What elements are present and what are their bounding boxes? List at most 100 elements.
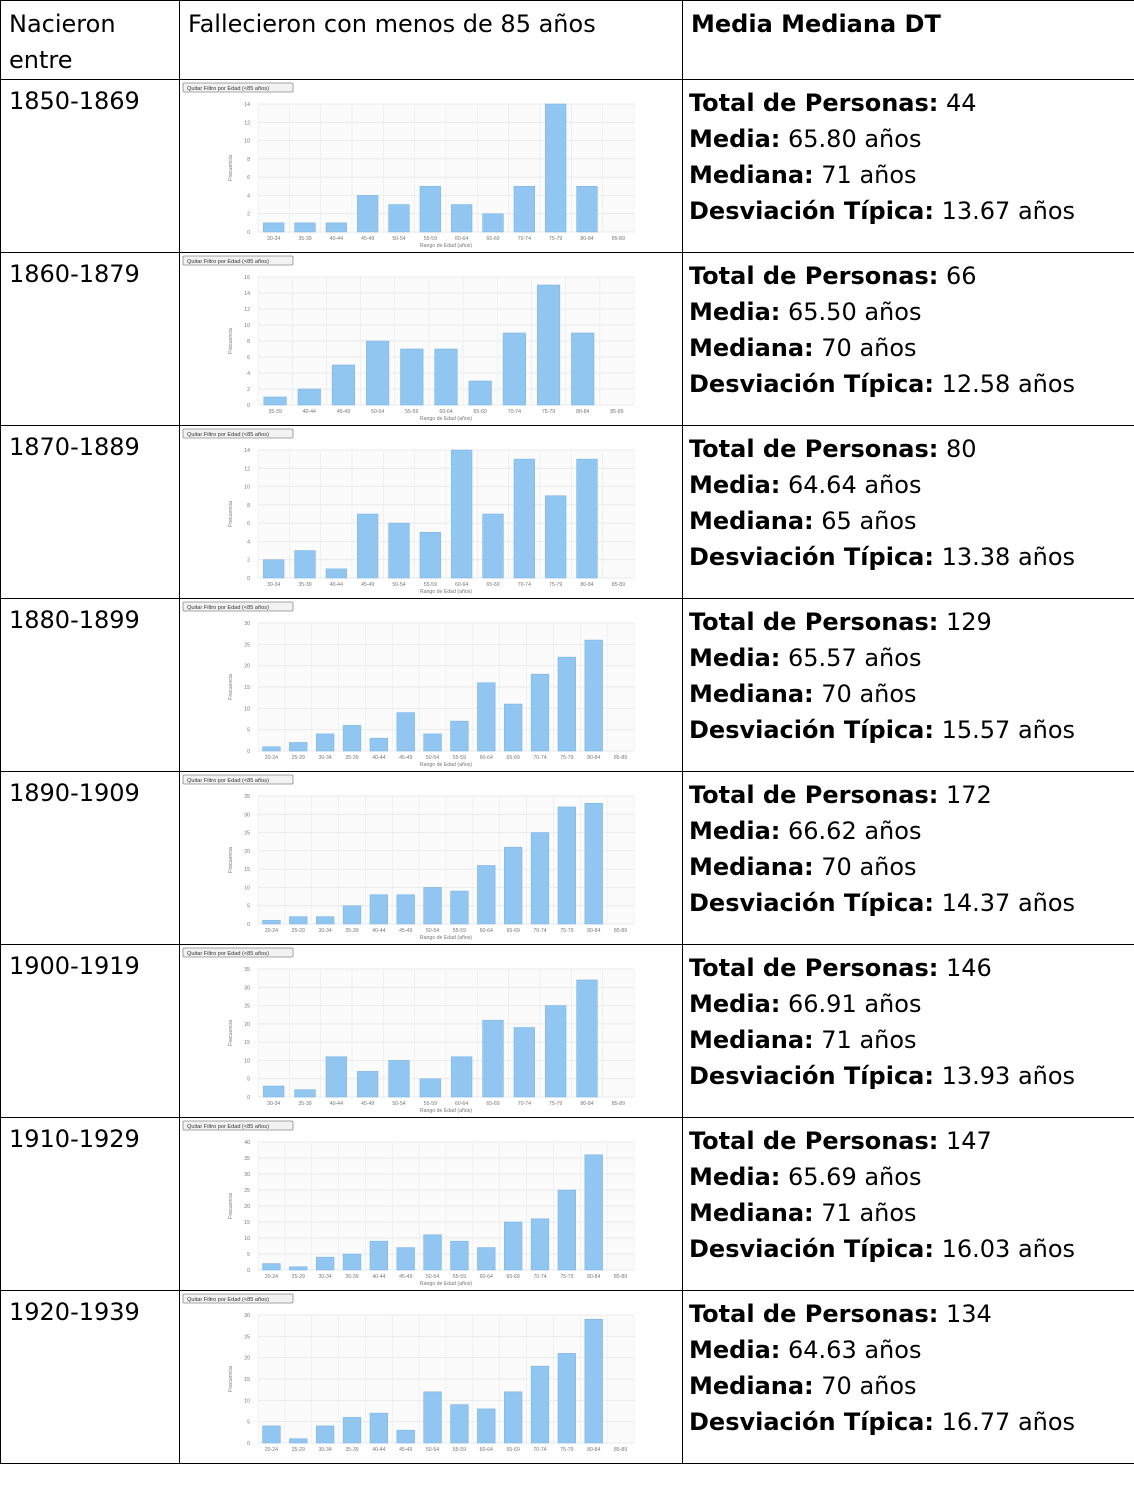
histogram-bar	[262, 1263, 281, 1271]
x-tick-label: 70-74	[518, 236, 531, 242]
y-tick-label: 30	[244, 812, 250, 818]
stats-cell: Total de Personas: 146 Media: 66.91 años M…	[682, 944, 1134, 1118]
remove-age-filter-button[interactable]: Quitar Filtro por Edad (<85 años)	[182, 82, 294, 93]
remove-age-filter-button[interactable]: Quitar Filtro por Edad (<85 años)	[182, 1293, 294, 1304]
y-tick-label: 20	[244, 664, 250, 670]
y-tick-label: 0	[247, 576, 250, 582]
histogram-bar	[513, 458, 535, 579]
y-tick-label: 25	[244, 642, 250, 648]
stat-dt-label: Desviación Típica:	[689, 370, 934, 398]
histogram-bar	[545, 1005, 567, 1098]
histogram-bar	[557, 656, 577, 752]
stat-dt-label: Desviación Típica:	[689, 1062, 934, 1090]
filter-button-label: Quitar Filtro por Edad (<85 años)	[187, 778, 269, 784]
remove-age-filter-button[interactable]: Quitar Filtro por Edad (<85 años)	[182, 774, 294, 785]
stat-total: Total de Personas: 80	[689, 431, 1134, 467]
remove-age-filter-button[interactable]: Quitar Filtro por Edad (<85 años)	[182, 255, 294, 266]
histogram-bar	[584, 639, 603, 752]
stats-cell: Total de Personas: 66 Media: 65.50 años Me…	[682, 252, 1134, 426]
histogram-bar	[450, 1240, 469, 1271]
histogram-container: Quitar Filtro por Edad (<85 años) 0 5 10 15 2…	[180, 1291, 682, 1461]
period-cell: 1860-1879	[0, 252, 180, 426]
header-cell-stats: Media Mediana DT	[682, 0, 1134, 80]
birth-period: 1890-1909	[9, 779, 140, 807]
x-tick-label: 60-64	[455, 582, 468, 588]
x-tick-label: 35-39	[345, 1447, 358, 1453]
x-tick-label: 80-84	[580, 1101, 593, 1107]
table-row: 1850-1869 Quitar Filtro por Edad (<85 año…	[0, 79, 1134, 253]
y-axis-label: Frecuencia	[228, 1193, 234, 1219]
x-tick-label: 65-69	[507, 1274, 520, 1280]
birth-period: 1880-1899	[9, 606, 140, 634]
stat-dt-value: 16.77 años	[941, 1408, 1076, 1436]
y-tick-label: 5	[247, 904, 250, 910]
histogram-bar	[325, 1056, 347, 1098]
stat-media-label: Media:	[689, 125, 781, 153]
y-tick-label: 10	[244, 706, 250, 712]
y-tick-label: 0	[247, 230, 250, 236]
x-tick-label: 70-74	[533, 928, 546, 934]
histogram-bar	[388, 204, 410, 233]
stat-mediana-value: 70 años	[821, 334, 917, 362]
filter-button-frame	[182, 601, 294, 612]
remove-age-filter-button[interactable]: Quitar Filtro por Edad (<85 años)	[182, 947, 294, 958]
stat-mediana-label: Mediana:	[689, 680, 814, 708]
chart-cell: Quitar Filtro por Edad (<85 años) 0 5 10 15 2…	[179, 1290, 683, 1464]
stat-media-label: Media:	[689, 990, 781, 1018]
stat-media-label: Media:	[689, 817, 781, 845]
stats-cell: Total de Personas: 44 Media: 65.80 años Me…	[682, 79, 1134, 253]
x-tick-label: 55-59	[453, 1447, 466, 1453]
histogram-bar	[315, 1425, 335, 1444]
remove-age-filter-button[interactable]: Quitar Filtro por Edad (<85 años)	[182, 1120, 294, 1131]
x-tick-label: 80-84	[587, 1447, 600, 1453]
x-tick-label: 25-29	[292, 928, 305, 934]
x-tick-label: 50-54	[426, 928, 439, 934]
x-tick-label: 55-59	[405, 409, 418, 415]
histogram-bar	[571, 332, 595, 406]
stat-total-value: 147	[946, 1127, 992, 1155]
x-tick-label: 60-64	[480, 1274, 493, 1280]
y-tick-label: 25	[244, 1334, 250, 1340]
age-histogram: Quitar Filtro por Edad (<85 años) 0 5 10 15 2…	[182, 1120, 635, 1287]
stat-total-label: Total de Personas:	[689, 1127, 939, 1155]
histogram-bar	[366, 340, 390, 406]
remove-age-filter-button[interactable]: Quitar Filtro por Edad (<85 años)	[182, 601, 294, 612]
x-axis-label: Rango de Edad (años)	[420, 1108, 472, 1114]
stat-dt-label: Desviación Típica:	[689, 889, 934, 917]
stat-media-value: 65.57 años	[788, 644, 922, 672]
x-tick-label: 85-89	[612, 1101, 625, 1107]
x-tick-label: 50-54	[426, 755, 439, 761]
y-tick-label: 25	[244, 1188, 250, 1194]
filter-button-frame	[182, 1293, 294, 1304]
filter-button-frame	[182, 255, 294, 266]
chart-cell: Quitar Filtro por Edad (<85 años) 0 2 4 6 8 10…	[179, 425, 683, 599]
y-tick-label: 10	[244, 139, 250, 145]
y-tick-label: 30	[244, 1313, 250, 1319]
stat-total-value: 66	[946, 262, 977, 290]
x-tick-label: 85-89	[614, 755, 627, 761]
histogram-bar	[503, 703, 523, 752]
stat-dt-value: 16.03 años	[941, 1235, 1076, 1263]
y-tick-label: 0	[247, 749, 250, 755]
histogram-bar	[396, 1247, 415, 1271]
histogram-bar	[419, 1078, 441, 1098]
stat-mediana-label: Mediana:	[689, 161, 814, 189]
stat-total-label: Total de Personas:	[689, 608, 939, 636]
stat-dt: Desviación Típica: 13.67 años	[689, 193, 1134, 229]
x-tick-label: 85-89	[614, 1447, 627, 1453]
y-tick-label: 20	[244, 1022, 250, 1028]
remove-age-filter-button[interactable]: Quitar Filtro por Edad (<85 años)	[182, 428, 294, 439]
histogram-bar	[530, 1365, 550, 1444]
x-tick-label: 70-74	[533, 1274, 546, 1280]
birth-period: 1860-1879	[9, 260, 140, 288]
stat-mediana: Mediana: 65 años	[689, 503, 1134, 539]
stat-mediana-value: 71 años	[821, 161, 917, 189]
x-tick-label: 40-44	[372, 755, 385, 761]
x-tick-label: 30-34	[319, 755, 332, 761]
header-cell-born: Nacieron entre	[0, 0, 180, 80]
stat-media: Media: 64.63 años	[689, 1332, 1134, 1368]
x-tick-label: 25-29	[292, 755, 305, 761]
stat-dt-value: 12.58 años	[941, 370, 1076, 398]
histogram-bar	[450, 720, 469, 752]
stat-dt: Desviación Típica: 14.37 años	[689, 885, 1134, 921]
